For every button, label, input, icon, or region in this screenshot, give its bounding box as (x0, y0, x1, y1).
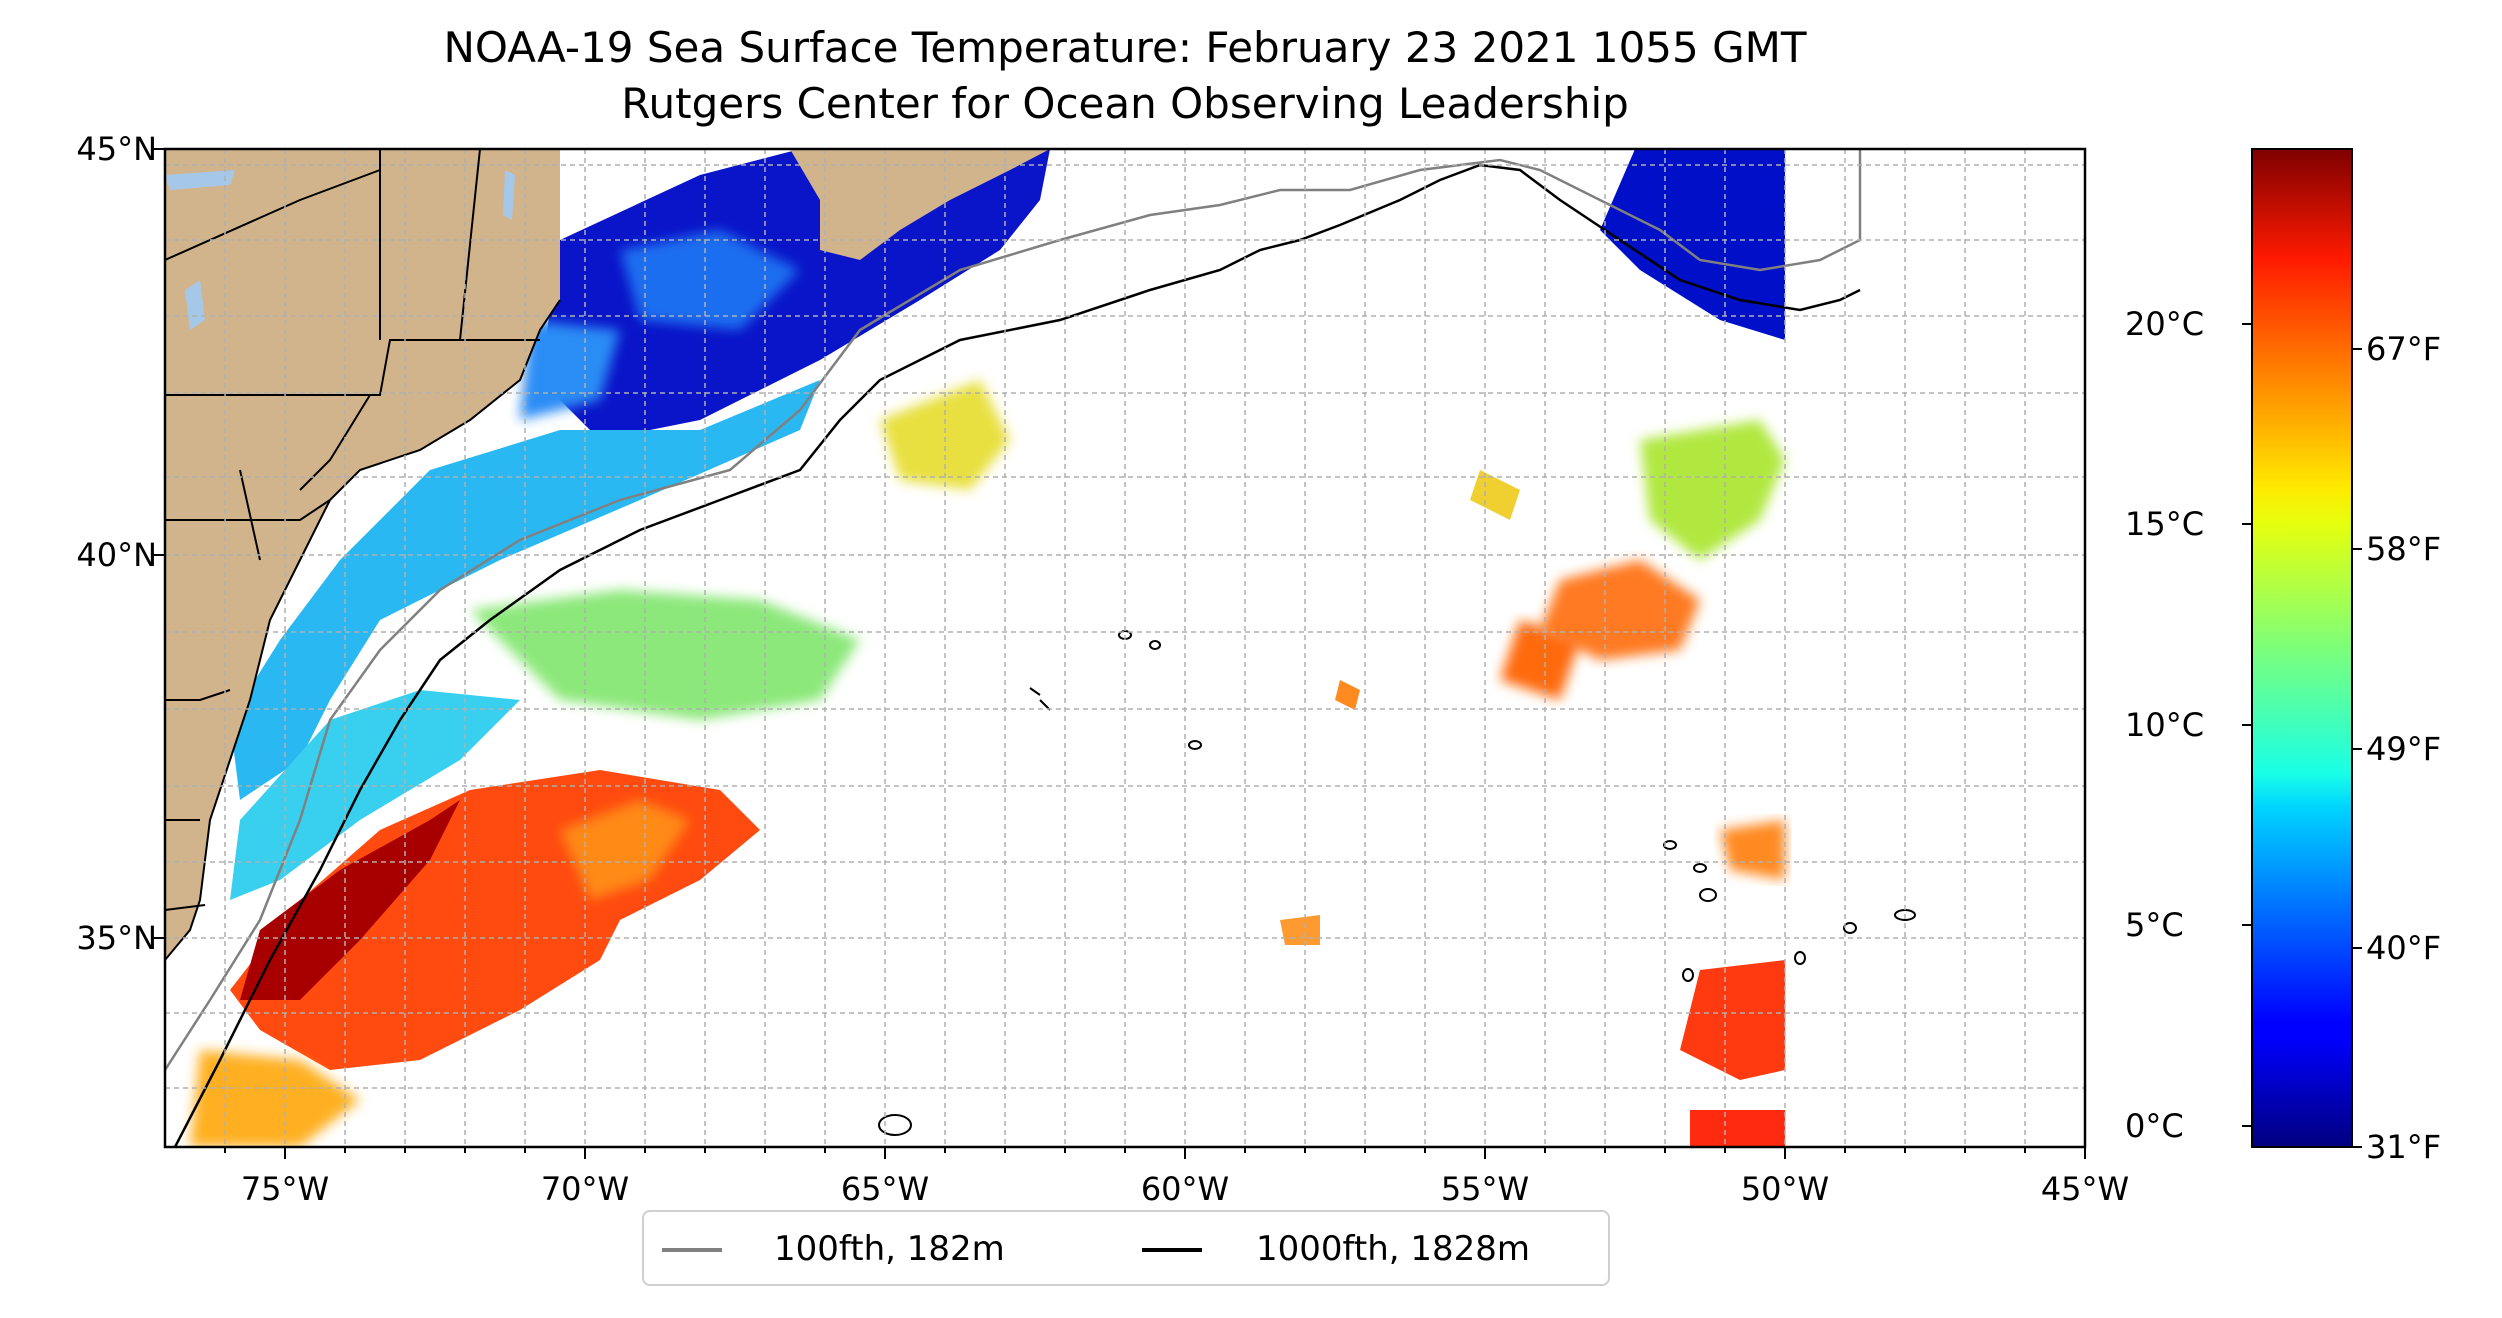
lake-ontario (165, 170, 235, 190)
warm-patch-2 (1540, 560, 1700, 660)
colorbar (2251, 148, 2353, 1148)
warm-patch-9 (1335, 680, 1360, 710)
sst-map-panel (165, 149, 2085, 1147)
lon-label-45w: 45°W (2040, 1170, 2130, 1208)
land-layer (165, 149, 1520, 961)
lon-label-75w: 75°W (240, 1170, 330, 1208)
colorbar-ticks (2242, 323, 2362, 1148)
lon-label-60w: 60°W (1140, 1170, 1230, 1208)
warm-patch-5 (1680, 960, 1785, 1080)
warm-patch-8 (1280, 915, 1320, 945)
warm-patch-6 (1690, 1110, 1785, 1147)
axis-ticks (153, 148, 2086, 1159)
shelf-water-south (230, 690, 520, 900)
isobath-100fth (165, 149, 1862, 1071)
newfoundland-no-data (1250, 149, 1520, 200)
eastern-cold-swath (1600, 149, 1785, 340)
warm-core-ring-yellow (880, 380, 1010, 490)
coastal-cold-patch (520, 320, 620, 420)
cold-water-gulf-of-maine (540, 149, 1050, 440)
lon-label-50w: 50°W (1740, 1170, 1830, 1208)
warm-patch-3 (1640, 420, 1785, 560)
colorbar-label-0c: 0°C (2125, 1107, 2184, 1145)
isobath-1000fth (173, 163, 1861, 1147)
legend-swatch-100fth (662, 1248, 722, 1252)
north-america-land (165, 149, 560, 960)
colorbar-label-5c: 5°C (2125, 906, 2184, 944)
mid-cold-patch (620, 230, 800, 330)
lat-label-45n: 45°N (76, 130, 157, 168)
gulf-stream-eddy (560, 800, 690, 900)
colorbar-label-49f: 49°F (2366, 730, 2442, 768)
colorbar-label-10c: 10°C (2125, 706, 2205, 744)
lake (185, 280, 205, 330)
colorbar-label-20c: 20°C (2125, 305, 2205, 343)
colorbar-label-67f: 67°F (2366, 330, 2442, 368)
slope-water-green (470, 590, 860, 720)
lon-label-70w: 70°W (540, 1170, 630, 1208)
lat-label-40n: 40°N (76, 536, 157, 574)
colorbar-label-15c: 15°C (2125, 505, 2205, 543)
isobath-legend: 100fth, 182m 1000fth, 1828m (642, 1210, 1610, 1286)
colorbar-label-40f: 40°F (2366, 929, 2442, 967)
map-subtitle: Rutgers Center for Ocean Observing Leade… (621, 79, 1629, 128)
legend-label-100fth: 100fth, 182m (774, 1229, 1005, 1269)
lake-champlain (503, 170, 515, 220)
warm-patch-7 (1720, 820, 1785, 880)
legend-label-1000fth: 1000fth, 1828m (1256, 1229, 1531, 1269)
warm-patch-1 (1470, 470, 1520, 520)
map-title: NOAA-19 Sea Surface Temperature: Februar… (443, 23, 1807, 72)
southwest-warm-patch (190, 1050, 360, 1147)
nova-scotia-land (790, 149, 1050, 260)
gulf-stream-core (240, 800, 460, 1000)
lon-label-55w: 55°W (1440, 1170, 1530, 1208)
warm-patch-4 (1500, 620, 1580, 700)
colorbar-label-58f: 58°F (2366, 530, 2442, 568)
legend-swatch-1000fth (1142, 1248, 1202, 1252)
colorbar-label-31f: 31°F (2366, 1128, 2442, 1166)
gridlines (165, 149, 2085, 1147)
lon-label-65w: 65°W (840, 1170, 930, 1208)
lat-label-35n: 35°N (76, 919, 157, 957)
